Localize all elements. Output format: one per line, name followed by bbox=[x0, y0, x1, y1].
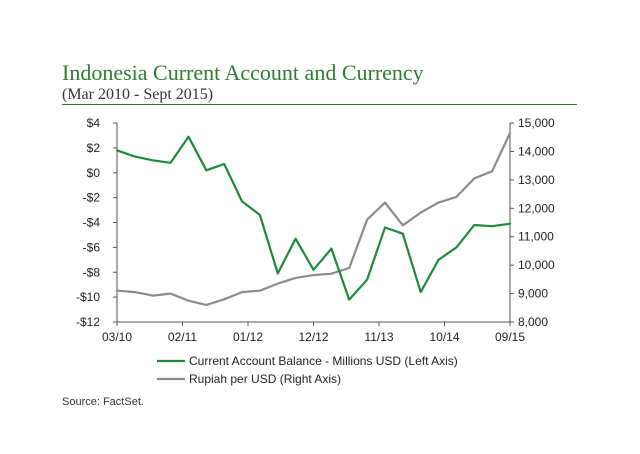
left-y-tick-label: $4 bbox=[87, 116, 101, 130]
right-y-tick-label: 15,000 bbox=[518, 116, 555, 130]
x-tick-label: 03/10 bbox=[102, 330, 132, 344]
rupiah-line bbox=[115, 131, 512, 306]
right-y-tick-label: 8,000 bbox=[518, 315, 548, 329]
chart-subtitle: (Mar 2010 - Sept 2015) bbox=[62, 86, 214, 103]
x-tick-label: 02/11 bbox=[168, 330, 197, 344]
left-y-tick-label: -$12 bbox=[76, 315, 100, 329]
current-account-line bbox=[115, 135, 512, 301]
left-y-tick-label: -$10 bbox=[76, 290, 100, 304]
chart-title: Indonesia Current Account and Currency bbox=[62, 60, 424, 85]
left-y-tick-label: -$2 bbox=[83, 191, 101, 205]
right-y-tick-label: 13,000 bbox=[518, 173, 555, 187]
x-tick-label: 11/13 bbox=[364, 330, 393, 344]
left-y-tick-label: -$4 bbox=[83, 216, 101, 230]
title-divider bbox=[62, 104, 577, 105]
x-tick-label: 10/14 bbox=[429, 330, 459, 344]
legend-current-account-label: Current Account Balance - Millions USD (… bbox=[189, 354, 458, 368]
right-y-tick-label: 12,000 bbox=[518, 201, 555, 215]
x-tick-label: 01/12 bbox=[233, 330, 263, 344]
right-y-tick-label: 14,000 bbox=[518, 144, 555, 158]
left-y-tick-label: $2 bbox=[87, 141, 101, 155]
left-y-tick-label: -$6 bbox=[83, 240, 101, 254]
x-tick-label: 09/15 bbox=[495, 330, 525, 344]
right-y-tick-label: 10,000 bbox=[518, 258, 555, 272]
right-y-tick-label: 11,000 bbox=[518, 230, 554, 244]
x-tick-label: 12/12 bbox=[298, 330, 328, 344]
left-y-tick-label: $0 bbox=[87, 166, 101, 180]
left-y-tick-label: -$8 bbox=[83, 265, 101, 279]
source-note: Source: FactSet. bbox=[62, 396, 144, 408]
right-y-tick-label: 9,000 bbox=[518, 287, 548, 301]
legend-rupiah-label: Rupiah per USD (Right Axis) bbox=[189, 372, 341, 386]
